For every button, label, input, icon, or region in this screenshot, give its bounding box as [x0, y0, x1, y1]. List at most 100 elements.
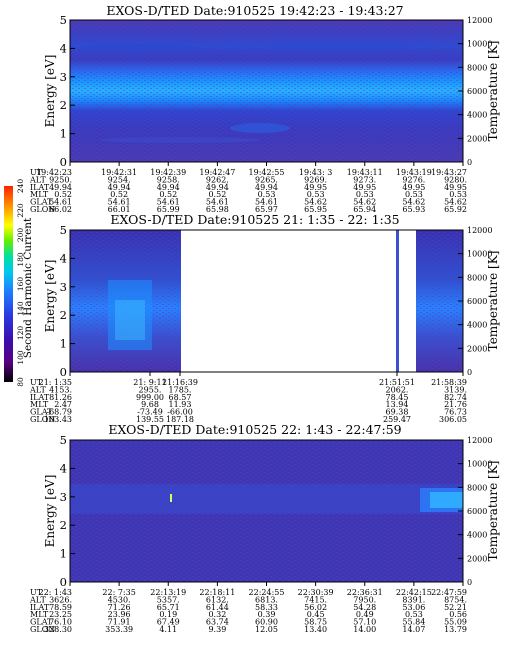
- panel2-ytick-label: 1: [60, 337, 67, 351]
- panel1-y2tick-label: 10000: [467, 40, 492, 49]
- panel3-cell: 0.45: [307, 610, 325, 619]
- panel1-cell: 49.95: [402, 183, 425, 192]
- panel1-cell: 19:43: 3: [299, 168, 332, 177]
- panel3-cell: 56.02: [304, 603, 327, 612]
- panel2-row-label: GLAT: [30, 408, 53, 417]
- panel3-plot-area: [69, 439, 464, 583]
- panel2-cell: 13.94: [386, 400, 409, 409]
- panel2-cell: 1785.: [169, 385, 192, 394]
- panel3-title: EXOS-D/TED Date:910525 22: 1:43 - 22:47:…: [108, 422, 401, 437]
- panel3-ytick-label: 0: [60, 575, 67, 589]
- panel1-cell: 54.62: [353, 198, 376, 207]
- colorbar-tick-label: 200: [16, 228, 25, 243]
- panel2-cell: 68.57: [169, 393, 192, 402]
- panel1-ytick-label: 5: [60, 13, 67, 27]
- panel1-y2tick-label: 6000: [467, 87, 487, 96]
- panel1-cell: 49.94: [206, 183, 229, 192]
- panel3-row-label: UT: [30, 588, 43, 597]
- panel1-row-label: ILAT: [30, 183, 50, 192]
- panel1-cell: 54.61: [49, 198, 72, 207]
- colorbar-tick-label: 100: [16, 350, 25, 365]
- panel3-cell: 7415.: [304, 595, 327, 604]
- panel3-row-label: MLT: [30, 610, 49, 619]
- panel1-cell: 9254.: [108, 175, 131, 184]
- panel3-cell: 54.28: [353, 603, 376, 612]
- panel3-cell: 9.39: [208, 625, 226, 634]
- panel3-y2tick-label: 10000: [467, 460, 492, 469]
- panel2-row-label: GLON: [30, 415, 55, 424]
- panel3-cell: 0.32: [208, 610, 226, 619]
- panel2-cell: 3139.: [444, 385, 467, 394]
- panel2-cell: -66.00: [167, 408, 193, 417]
- panel3-cell: 0.53: [405, 610, 423, 619]
- colorbar-tick-label: 180: [16, 252, 25, 267]
- colorbar-tick-label: 140: [16, 301, 25, 316]
- panel1-cell: 49.95: [304, 183, 327, 192]
- panel2-cell: 259.47: [383, 415, 411, 424]
- panel1-y2label: Temperature [K]: [486, 41, 500, 142]
- panel1-cell: 54.62: [402, 198, 425, 207]
- panel3-cell: 13.40: [304, 625, 327, 634]
- panel2-cell: 103.43: [44, 415, 72, 424]
- panel3-cell: 8391.: [402, 595, 425, 604]
- panel3-cell: 0.39: [258, 610, 276, 619]
- panel3-cell: 57.10: [353, 618, 376, 627]
- panel1-cell: 9280.: [444, 175, 467, 184]
- panel1-cell: 66.02: [49, 205, 72, 214]
- panel3-cell: 5357.: [157, 595, 180, 604]
- panel2-y2tick-label: 8000: [467, 273, 487, 282]
- panel1-cell: 54.61: [255, 198, 278, 207]
- panel2-cell: 2.47: [54, 400, 72, 409]
- panel3-cell: 22:18:11: [199, 588, 235, 597]
- panel2-cell: -73.49: [137, 408, 163, 417]
- panel1-cell: 65.93: [402, 205, 425, 214]
- panel2-row-label: UT: [30, 378, 43, 387]
- panel3-cell: 22:42:15: [396, 588, 432, 597]
- colorbar-tick-label: 120: [16, 326, 25, 341]
- panel3-cell: 61.44: [206, 603, 229, 612]
- panel2-ytick-label: 3: [60, 280, 67, 294]
- panel3-cell: 55.84: [402, 618, 425, 627]
- panel1-cell: 54.61: [206, 198, 229, 207]
- panel2-ytick-label: 5: [60, 223, 67, 237]
- panel3-y2tick-label: 6000: [467, 507, 487, 516]
- panel2-cell: 21: 1:35: [39, 378, 72, 387]
- panel1-cell: 19:43:27: [431, 168, 467, 177]
- colorbar-ticks: 80 100 120 140 160 180 200 220 240: [16, 179, 25, 387]
- panel2-plot-area: [69, 229, 464, 373]
- panel1-cell: 19:42:31: [101, 168, 137, 177]
- panel2-ytick-label: 0: [60, 365, 67, 379]
- panel3-ytick-label: 2: [60, 518, 67, 532]
- panel2-ytick-label: 2: [60, 308, 67, 322]
- panel2-y2tick-label: 2000: [467, 344, 487, 353]
- panel2-y2tick-label: 4000: [467, 321, 487, 330]
- panel1-cell: 65.92: [444, 205, 467, 214]
- panel3-ytick-label: 4: [60, 461, 67, 475]
- panel1-y2tick-label: 4000: [467, 111, 487, 120]
- panel2-cell: 81.26: [49, 393, 72, 402]
- colorbar-tick-label: 220: [16, 203, 25, 218]
- panel1-cell: 19:43:11: [347, 168, 383, 177]
- panel1-y2tick-label: 12000: [467, 16, 492, 25]
- colorbar-tick-label: 80: [16, 377, 25, 387]
- panel2-cell: 139.55: [136, 415, 164, 424]
- panel2-cell: 4153.: [49, 385, 72, 394]
- panel1-y2tick-label: 2000: [467, 134, 487, 143]
- panel3-cell: 6813.: [255, 595, 278, 604]
- panel2-title: EXOS-D/TED Date:910525 21: 1:35 - 22: 1:…: [110, 212, 399, 227]
- panel1-row-label: GLON: [30, 205, 55, 214]
- panel1-cell: 49.94: [108, 183, 131, 192]
- panel3-row-label: ILAT: [30, 603, 50, 612]
- panel1-row-label: GLAT: [30, 198, 53, 207]
- panel1-cell: 49.94: [157, 183, 180, 192]
- panel3-axes: 0 1 2 3 4 5 0 2000 4000 6000 8000 10000 12000: [60, 433, 493, 589]
- panel1-cell: 9265.: [255, 175, 278, 184]
- panel1-axes: 0 1 2 3 4 5 0 2000 4000 6000 8000 10000 12000: [60, 13, 493, 169]
- panel3-cell: 7950.: [353, 595, 376, 604]
- panel3-cell: 3626.: [49, 595, 72, 604]
- colorbar-tick-label: 240: [16, 179, 25, 194]
- panel1-row-label: ALT: [29, 175, 46, 184]
